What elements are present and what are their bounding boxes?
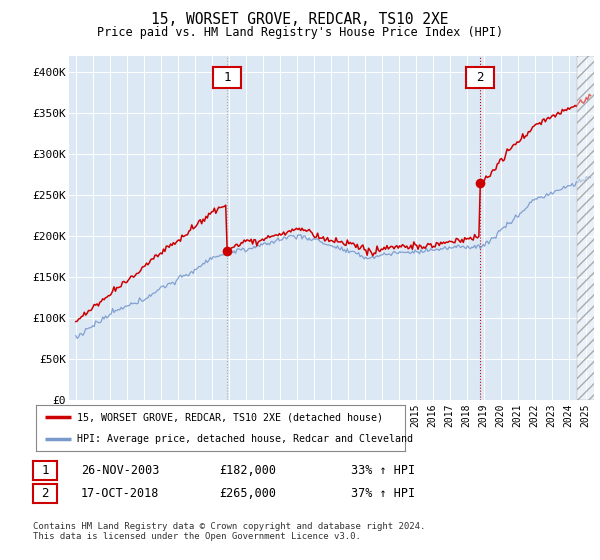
Text: 2: 2 — [476, 71, 484, 84]
Text: 33% ↑ HPI: 33% ↑ HPI — [351, 464, 415, 477]
Text: 15, WORSET GROVE, REDCAR, TS10 2XE: 15, WORSET GROVE, REDCAR, TS10 2XE — [151, 12, 449, 27]
Text: 26-NOV-2003: 26-NOV-2003 — [81, 464, 160, 477]
Text: £265,000: £265,000 — [219, 487, 276, 501]
Text: £182,000: £182,000 — [219, 464, 276, 477]
Text: 1: 1 — [41, 464, 49, 477]
Text: Price paid vs. HM Land Registry's House Price Index (HPI): Price paid vs. HM Land Registry's House … — [97, 26, 503, 39]
Text: 1: 1 — [223, 71, 231, 84]
Text: 17-OCT-2018: 17-OCT-2018 — [81, 487, 160, 501]
Text: 15, WORSET GROVE, REDCAR, TS10 2XE (detached house): 15, WORSET GROVE, REDCAR, TS10 2XE (deta… — [77, 412, 383, 422]
Text: 37% ↑ HPI: 37% ↑ HPI — [351, 487, 415, 501]
Text: HPI: Average price, detached house, Redcar and Cleveland: HPI: Average price, detached house, Redc… — [77, 435, 413, 444]
Text: Contains HM Land Registry data © Crown copyright and database right 2024.
This d: Contains HM Land Registry data © Crown c… — [33, 522, 425, 542]
Text: 2: 2 — [41, 487, 49, 501]
